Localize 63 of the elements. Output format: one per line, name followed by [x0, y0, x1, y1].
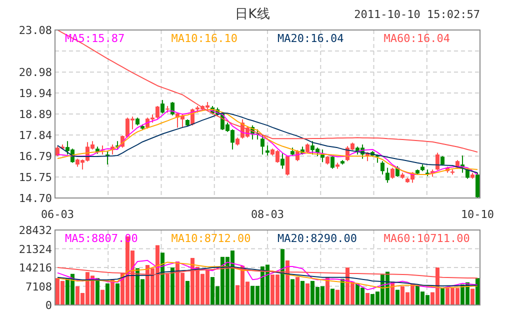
- bar: [476, 278, 480, 305]
- bar: [106, 283, 110, 305]
- x-tick-label: 10-10: [460, 208, 494, 221]
- bar: [300, 280, 304, 305]
- bar: [186, 280, 190, 305]
- y-tick-label: 20.98: [18, 66, 52, 80]
- x-tick-label: 08-03: [250, 208, 284, 221]
- text: MA10:16.10: [171, 32, 238, 45]
- bar: [440, 288, 444, 305]
- y-tick-label: 19.94: [18, 86, 52, 100]
- y-tick-label: 7108: [26, 280, 52, 294]
- y-tick-label: 0: [45, 299, 52, 312]
- bar: [336, 290, 340, 305]
- bar: [470, 288, 474, 305]
- bar: [170, 268, 174, 305]
- candlestick: [286, 155, 290, 176]
- candlestick: [330, 156, 334, 170]
- y-tick-label: 14.70: [18, 192, 52, 205]
- bar: [396, 290, 400, 305]
- bar: [296, 277, 300, 305]
- bar: [340, 278, 344, 305]
- candlestick: [56, 146, 60, 157]
- text: 2011-10-10 15:02:57: [354, 8, 480, 21]
- candlestick: [106, 150, 110, 166]
- candlestick: [156, 105, 160, 120]
- bar: [330, 288, 334, 305]
- y-tick-label: 16.79: [18, 150, 52, 164]
- candlestick: [170, 101, 174, 116]
- y-tick-label: 21324: [18, 242, 52, 256]
- candlestick: [280, 152, 284, 170]
- bar: [290, 279, 294, 305]
- text: MA60:16.04: [384, 32, 450, 45]
- candlestick: [380, 160, 384, 176]
- line-series: [57, 30, 478, 153]
- y-tick-label: 17.84: [18, 129, 52, 142]
- candlestick: [160, 99, 164, 114]
- text: MA20:16.04: [278, 32, 344, 45]
- candlestick: [386, 167, 390, 184]
- text: MA60:10711.00: [384, 232, 470, 245]
- series-label: MA10:8712.00: [171, 232, 251, 245]
- line-series: [57, 266, 478, 286]
- y-tick-label: 14216: [18, 262, 52, 274]
- bar: [160, 252, 164, 305]
- candlestick: [476, 172, 480, 198]
- y-tick-label: 28432: [18, 224, 52, 237]
- candlestick: [390, 167, 394, 180]
- text: MA20:8290.00: [278, 232, 357, 245]
- y-tick-label: 23.08: [18, 24, 52, 37]
- candlestick: [306, 142, 310, 154]
- candlestick: [260, 134, 264, 155]
- candlestick: [436, 152, 440, 171]
- x-tick-label: 06-03: [40, 208, 74, 221]
- bar: [96, 278, 100, 305]
- bar: [366, 292, 370, 305]
- candlestick: [266, 144, 270, 156]
- bar: [280, 249, 284, 305]
- chart-title: 日K线: [235, 7, 270, 22]
- y-tick-label: 15.75: [18, 170, 52, 184]
- y-tick-label: 18.89: [18, 108, 52, 121]
- bar: [306, 283, 310, 305]
- bar: [100, 290, 104, 305]
- bar: [116, 283, 120, 305]
- candlestick: [466, 168, 470, 180]
